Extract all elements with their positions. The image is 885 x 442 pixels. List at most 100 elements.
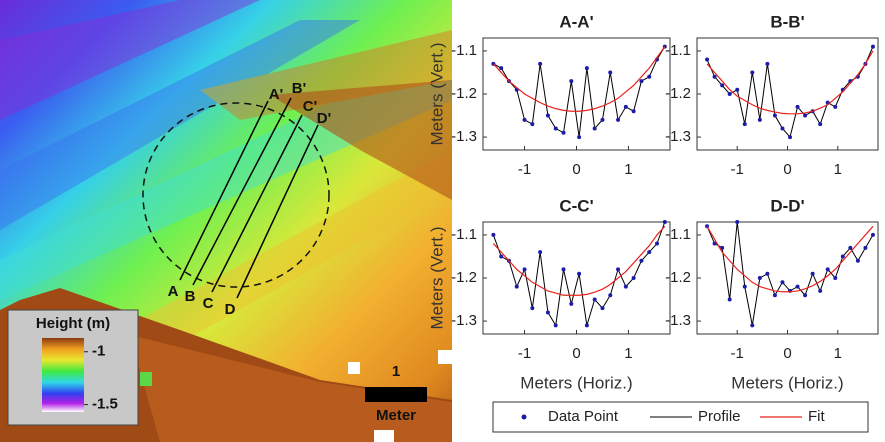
plot-area (696, 221, 879, 335)
data-point (569, 79, 574, 84)
x-tick-label: 0 (572, 161, 580, 178)
data-point (553, 126, 558, 131)
data-point (522, 117, 527, 122)
legend-label: Data Point (548, 408, 619, 425)
chart-title: B-B' (770, 12, 804, 31)
profile-end-label: A' (269, 86, 283, 103)
x-tick-label: 0 (783, 345, 791, 362)
data-point (855, 258, 860, 263)
x-tick-label: -1 (731, 161, 744, 178)
data-point (757, 276, 762, 280)
profile-start-label: A (168, 283, 179, 300)
data-point (530, 306, 535, 311)
data-point (818, 288, 823, 293)
data-point (833, 276, 838, 280)
data-point (840, 254, 845, 259)
data-point (742, 122, 747, 127)
x-axis-label: Meters (Horiz.) (731, 373, 843, 392)
profile-line (236, 124, 319, 299)
y-axis-label: Meters (Vert.) (427, 227, 446, 330)
data-point (623, 104, 628, 109)
profile-line (179, 100, 269, 281)
data-point (639, 79, 644, 84)
data-point (780, 280, 785, 285)
chart-title: D-D' (770, 196, 804, 215)
data-point (514, 284, 519, 289)
data-point (584, 66, 589, 71)
data-point (545, 113, 550, 118)
plot-area (482, 37, 671, 151)
data-point (662, 220, 667, 224)
y-axis-label: Meters (Vert.) (427, 43, 446, 146)
data-point (810, 271, 815, 276)
data-point (727, 92, 732, 96)
data-point (584, 323, 589, 328)
y-tick-label: -1.3 (665, 128, 691, 145)
data-point (705, 57, 710, 62)
data-point (712, 74, 717, 79)
data-point (639, 258, 644, 263)
y-tick-label: -1.2 (451, 269, 477, 286)
data-point (727, 297, 732, 302)
data-point (608, 293, 613, 298)
x-tick-label: 0 (572, 345, 580, 362)
data-point (553, 323, 558, 328)
data-point (600, 117, 605, 122)
data-point (772, 113, 777, 118)
x-tick-label: -1 (518, 345, 531, 362)
profile-end-label: D' (317, 110, 331, 127)
data-point (720, 245, 725, 250)
data-point (757, 117, 762, 122)
data-point (765, 61, 770, 66)
data-point (577, 271, 582, 276)
data-point (750, 70, 755, 75)
profile-end-label: B' (292, 80, 306, 97)
data-point (631, 276, 636, 280)
colorbar-tick-label: -1.5 (92, 396, 118, 413)
x-tick-label: 1 (834, 161, 842, 178)
data-point (712, 241, 717, 246)
x-tick-label: 1 (624, 345, 632, 362)
data-point (577, 135, 582, 140)
data-point (623, 284, 628, 289)
data-point (833, 104, 838, 109)
fit-line (492, 225, 666, 296)
data-point (772, 293, 777, 298)
data-point (742, 284, 747, 289)
plot-area (696, 37, 879, 151)
y-tick-label: -1.1 (665, 42, 691, 59)
data-point (499, 66, 504, 71)
data-point (750, 323, 755, 328)
fit-line (706, 225, 874, 293)
data-point (825, 267, 830, 272)
data-point (735, 87, 740, 92)
data-point (818, 122, 823, 127)
y-tick-label: -1.1 (451, 226, 477, 243)
profile-line (211, 114, 303, 293)
scale-value: 1 (392, 363, 400, 380)
y-tick-label: -1.1 (665, 226, 691, 243)
fit-line (492, 46, 666, 112)
data-point (608, 70, 613, 75)
colorbar (42, 338, 84, 412)
data-point (647, 250, 652, 255)
data-point (870, 44, 875, 49)
x-tick-label: -1 (731, 345, 744, 362)
data-point (600, 306, 605, 311)
data-point (499, 254, 504, 259)
y-tick-label: -1.3 (665, 312, 691, 329)
data-point (863, 245, 868, 250)
y-tick-label: -1.2 (665, 85, 691, 102)
scale-bar (365, 387, 427, 402)
y-tick-label: -1.2 (451, 85, 477, 102)
y-tick-label: -1.1 (451, 42, 477, 59)
data-point (569, 301, 574, 306)
data-point (720, 83, 725, 88)
plot-area (482, 221, 671, 335)
data-point (803, 113, 808, 118)
data-point (765, 271, 770, 276)
data-point (655, 241, 660, 246)
x-tick-label: 0 (783, 161, 791, 178)
data-point (616, 267, 621, 272)
